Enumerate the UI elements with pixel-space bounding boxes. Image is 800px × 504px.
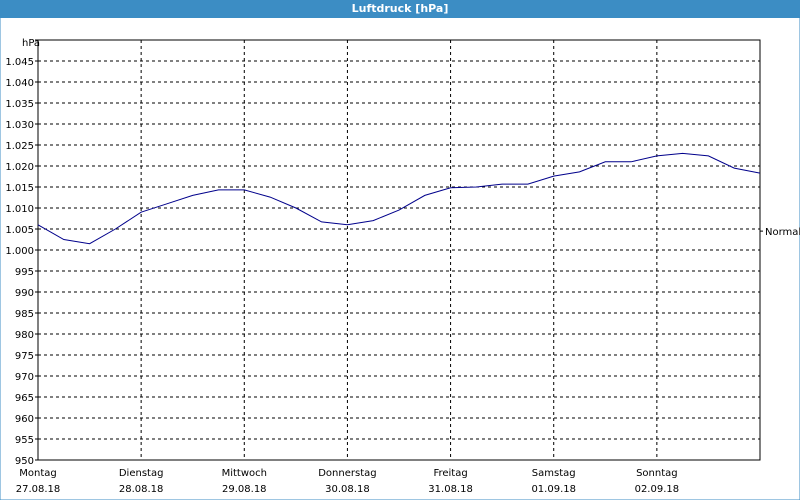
- y-tick-label: 1.030: [5, 120, 34, 131]
- y-tick-label: 1.015: [5, 183, 34, 194]
- reference-label: Normal: [765, 227, 800, 238]
- y-tick-label: 995: [15, 267, 34, 278]
- y-tick-label: 1.045: [5, 57, 34, 68]
- y-tick-label: 975: [15, 351, 34, 362]
- y-tick-label: 1.035: [5, 99, 34, 110]
- y-tick-label: 980: [15, 330, 34, 341]
- y-tick-label: 970: [15, 372, 34, 383]
- x-tick-date: 28.08.18: [119, 484, 164, 495]
- y-tick-label: 990: [15, 288, 34, 299]
- x-tick-date: 02.09.18: [635, 484, 680, 495]
- y-tick-label: 1.000: [5, 246, 34, 257]
- y-unit: hPa: [22, 38, 40, 49]
- y-tick-label: 1.025: [5, 141, 34, 152]
- y-tick-label: 1.020: [5, 162, 34, 173]
- y-tick-label: 1.040: [5, 78, 34, 89]
- x-tick-date: 30.08.18: [325, 484, 370, 495]
- y-tick-label: 965: [15, 393, 34, 404]
- y-tick-label: 985: [15, 309, 34, 320]
- y-tick-label: 955: [15, 435, 34, 446]
- header: [0, 0, 800, 18]
- y-tick-label: 1.010: [5, 204, 34, 215]
- plot-frame: [37, 39, 761, 461]
- x-tick-date: 27.08.18: [16, 484, 61, 495]
- x-tick-date: 29.08.18: [222, 484, 267, 495]
- y-tick-label: 1.005: [5, 225, 34, 236]
- x-tick-date: 31.08.18: [428, 484, 473, 495]
- x-tick-label: Donnerstag: [318, 468, 376, 479]
- x-tick-label: Dienstag: [119, 468, 164, 479]
- y-tick-label: 960: [15, 414, 34, 425]
- x-tick-label: Montag: [19, 468, 56, 479]
- x-tick-label: Samstag: [532, 468, 576, 479]
- x-tick-label: Sonntag: [636, 468, 678, 479]
- chart-title: Luftdruck [hPa]: [352, 2, 449, 15]
- x-tick-date: 01.09.18: [531, 484, 576, 495]
- x-tick-label: Freitag: [433, 468, 467, 479]
- line: [37, 152, 761, 245]
- x-tick-label: Mittwoch: [222, 468, 267, 479]
- y-tick-label: 950: [15, 456, 34, 467]
